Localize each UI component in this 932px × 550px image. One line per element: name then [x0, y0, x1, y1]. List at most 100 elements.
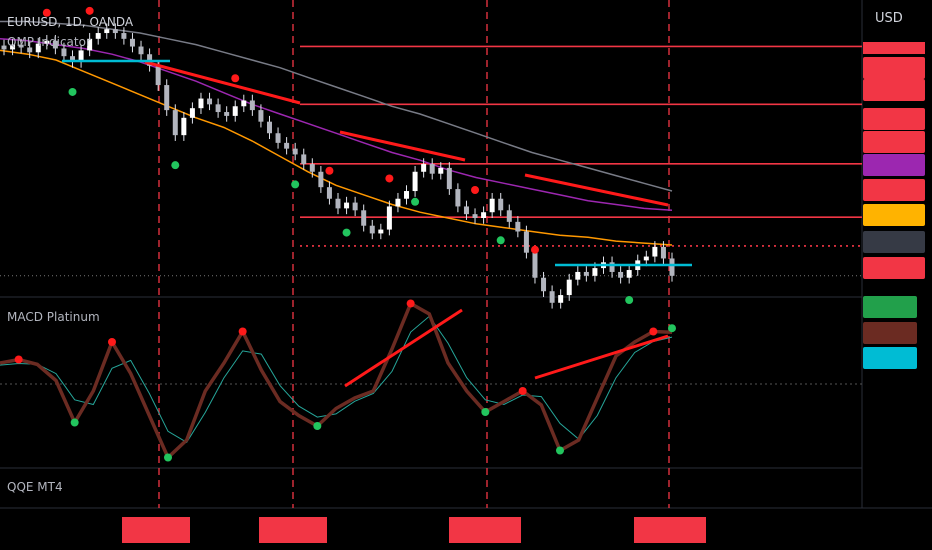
- sell-signal-dot: [531, 246, 539, 254]
- candle-body: [558, 295, 563, 303]
- macd-sell-dot: [108, 338, 116, 346]
- candle-body: [627, 270, 632, 278]
- buy-signal-dot: [171, 161, 179, 169]
- price-tag: [863, 154, 925, 176]
- macd-pane: [0, 300, 862, 462]
- candle-body: [550, 291, 555, 303]
- candle-body: [139, 47, 144, 55]
- macd-signal-line: [0, 316, 672, 442]
- candle-body: [532, 253, 537, 278]
- macd-buy-dot: [668, 324, 676, 332]
- sell-signal-dot: [325, 167, 333, 175]
- currency-label: USD: [875, 11, 903, 26]
- macd-sell-dot: [239, 328, 247, 336]
- candle-body: [438, 168, 443, 174]
- candle-body: [301, 154, 306, 164]
- candle-body: [584, 272, 589, 276]
- candle-body: [661, 247, 666, 259]
- candle-body: [336, 199, 341, 209]
- price-tag: [863, 179, 925, 201]
- candle-body: [455, 189, 460, 206]
- candle-body: [173, 110, 178, 135]
- symbol-title: EURUSD, 1D, OANDA: [7, 15, 134, 29]
- candle-body: [198, 99, 203, 109]
- candle-body: [481, 212, 486, 218]
- candle-body: [507, 210, 512, 222]
- candle-body: [181, 118, 186, 135]
- buy-signal-dot: [69, 88, 77, 96]
- divergence-line: [535, 336, 668, 378]
- macd-buy-dot: [164, 454, 172, 462]
- sell-signal-dot: [86, 7, 94, 15]
- candle-body: [473, 214, 478, 218]
- candle-body: [524, 231, 529, 252]
- candle-body: [567, 280, 572, 295]
- macd-buy-dot: [481, 408, 489, 416]
- indicator-label-qmp: QMP Indicator: [7, 35, 91, 49]
- indicator-label-qqe: QQE MT4: [7, 480, 63, 494]
- candle-body: [216, 104, 221, 112]
- price-tag: [863, 231, 925, 253]
- candle-body: [258, 110, 263, 122]
- candle-body: [490, 199, 495, 212]
- moving-average-line: [0, 50, 672, 245]
- candle-body: [618, 272, 623, 278]
- grid: [0, 0, 932, 508]
- sell-signal-dot: [471, 186, 479, 194]
- date-tag: [259, 517, 327, 543]
- candle-body: [430, 164, 435, 174]
- candle-body: [387, 206, 392, 229]
- candle-body: [284, 143, 289, 149]
- candle-body: [361, 210, 366, 225]
- sell-signal-dot: [231, 74, 239, 82]
- candle-body: [241, 100, 246, 106]
- macd-buy-dot: [556, 447, 564, 455]
- date-tag: [449, 517, 521, 543]
- candle-body: [293, 149, 298, 155]
- date-tag: [122, 517, 190, 543]
- candle-body: [395, 199, 400, 207]
- candle-body: [327, 187, 332, 199]
- candle-body: [61, 48, 66, 56]
- macd-tag: [863, 322, 917, 344]
- candle-body: [250, 100, 255, 110]
- candle-body: [233, 106, 238, 116]
- trend-line: [525, 175, 668, 205]
- candle-body: [592, 268, 597, 276]
- buy-signal-dot: [343, 229, 351, 237]
- price-tag: [863, 108, 925, 130]
- candle-body: [370, 226, 375, 234]
- buy-signal-dot: [625, 296, 633, 304]
- candle-body: [96, 33, 101, 39]
- candle-body: [515, 222, 520, 232]
- candle-body: [541, 278, 546, 291]
- price-pane: [0, 7, 862, 309]
- price-tag: [863, 79, 925, 101]
- candle-body: [104, 29, 109, 33]
- macd-sell-dot: [407, 300, 415, 308]
- candle-body: [413, 172, 418, 191]
- candle-body: [644, 257, 649, 261]
- candle-body: [421, 164, 426, 172]
- buy-signal-dot: [497, 236, 505, 244]
- candle-body: [318, 172, 323, 187]
- macd-tag: [863, 347, 917, 369]
- candle-body: [156, 66, 161, 85]
- buy-signal-dot: [411, 198, 419, 206]
- date-tag: [634, 517, 706, 543]
- candle-body: [130, 39, 135, 47]
- price-tag: [863, 42, 925, 54]
- candle-body: [404, 191, 409, 199]
- price-tag: [863, 131, 925, 153]
- candle-body: [190, 108, 195, 118]
- candle-body: [310, 164, 315, 172]
- macd-sell-dot: [15, 356, 23, 364]
- candle-body: [276, 133, 281, 143]
- candle-body: [2, 46, 7, 50]
- macd-sell-dot: [649, 328, 657, 336]
- candle-body: [652, 247, 657, 257]
- price-tag: [863, 57, 925, 79]
- macd-buy-dot: [313, 422, 321, 430]
- candle-body: [224, 112, 229, 116]
